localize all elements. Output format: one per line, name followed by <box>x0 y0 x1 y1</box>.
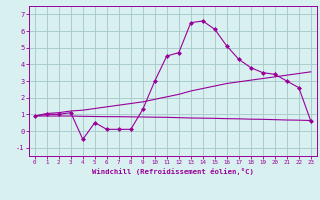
X-axis label: Windchill (Refroidissement éolien,°C): Windchill (Refroidissement éolien,°C) <box>92 168 254 175</box>
